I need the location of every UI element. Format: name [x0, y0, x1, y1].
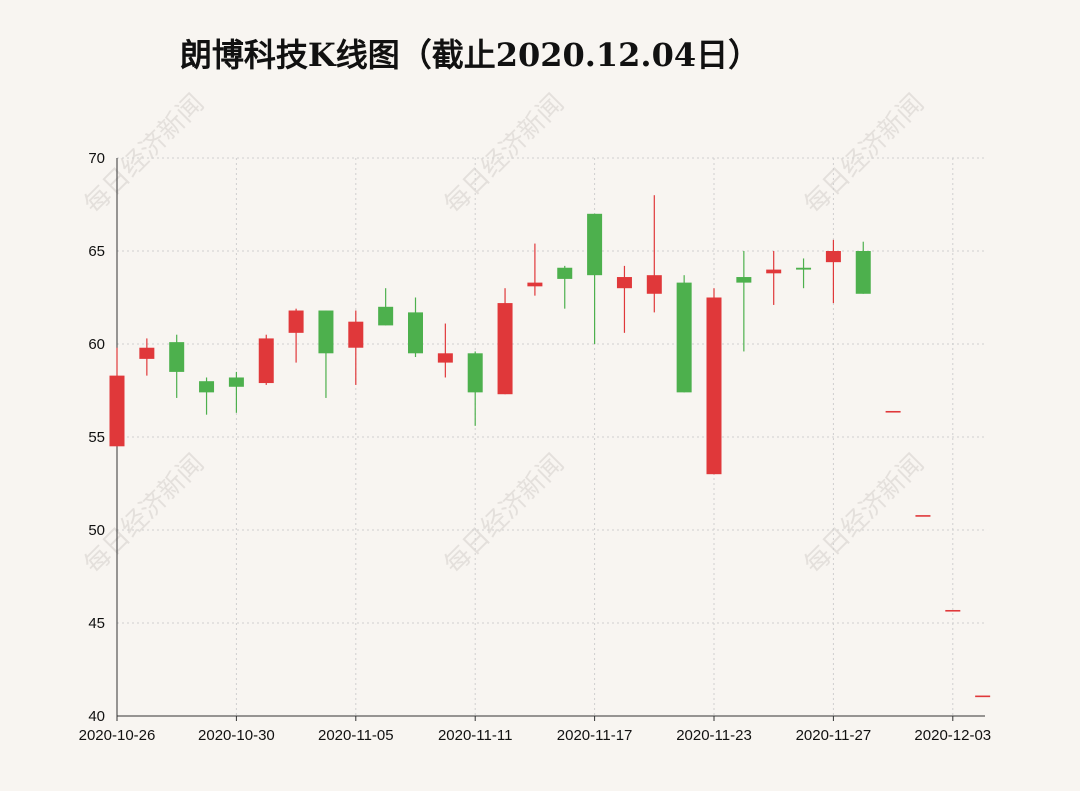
candle-body [587, 213, 603, 276]
candle [587, 213, 603, 344]
candle-body [497, 303, 513, 395]
candle-body [318, 310, 334, 354]
candle-body [228, 377, 244, 387]
candle-body [408, 312, 423, 354]
candle [378, 288, 394, 326]
x-tick-label: 2020-11-17 [557, 727, 633, 744]
x-tick-label: 2020-11-23 [676, 727, 752, 744]
candle [139, 338, 155, 376]
x-tick-label: 2020-10-26 [79, 727, 156, 744]
candle [467, 351, 483, 426]
candle-body [975, 695, 991, 698]
watermark-text: 每日经济新闻 [439, 448, 571, 580]
candle [885, 410, 901, 413]
candle [945, 609, 961, 612]
candle [199, 377, 215, 415]
candle-body [139, 347, 155, 359]
candle-body [736, 277, 752, 283]
candle [258, 334, 274, 385]
candle [915, 515, 931, 517]
candle [736, 251, 752, 352]
candle-body [915, 515, 931, 517]
candle-body [348, 321, 364, 348]
candle-body [557, 267, 573, 279]
candle-body [825, 251, 841, 263]
candle-body [616, 277, 632, 289]
candle [975, 695, 991, 698]
chart-title: 朗博科技K线图（截止2020.12.04日） [179, 36, 761, 74]
candle-body [527, 282, 543, 287]
candle [228, 371, 244, 413]
candle [557, 265, 573, 309]
candle-body [258, 338, 274, 384]
candle-body [199, 381, 215, 393]
candle [616, 265, 632, 333]
candle [109, 347, 125, 447]
candle-body [766, 269, 782, 274]
candle [646, 195, 662, 313]
x-tick-label: 2020-11-05 [318, 727, 394, 744]
candle [766, 251, 782, 305]
watermark-text: 每日经济新闻 [799, 448, 931, 580]
candle [318, 310, 334, 398]
axes-layer: 40 45 50 55 60 65 70 2020-10-26 2020-10-30 2020-1… [79, 150, 992, 744]
y-tick-label: 55 [88, 429, 105, 446]
candle [408, 297, 423, 358]
candle-body [885, 410, 901, 413]
x-tick-label: 2020-12-03 [914, 727, 991, 744]
candle-body [855, 251, 871, 294]
candle [497, 288, 513, 395]
candle-body [706, 297, 722, 475]
candle-body [796, 267, 812, 270]
candle [676, 275, 692, 393]
candle-body [467, 353, 483, 393]
candles-layer [109, 195, 991, 698]
candle [169, 334, 185, 398]
candle [288, 308, 304, 363]
x-tick-label: 2020-11-11 [438, 727, 513, 744]
candle [825, 239, 841, 304]
y-tick-label: 70 [88, 150, 105, 167]
y-tick-label: 45 [88, 615, 105, 632]
candle-body [437, 353, 453, 363]
x-tick-label: 2020-11-27 [796, 727, 872, 744]
y-tick-label: 60 [88, 336, 105, 353]
candle [348, 310, 364, 385]
candle-body [646, 275, 662, 294]
candle-body [676, 282, 692, 393]
x-tick-label: 2020-10-30 [198, 727, 275, 744]
candle [706, 288, 722, 475]
candle [796, 258, 812, 289]
candle [527, 243, 543, 296]
y-tick-label: 50 [88, 522, 105, 539]
grid-layer [117, 157, 985, 716]
candle-body [288, 310, 304, 333]
candle-body [109, 375, 125, 447]
candle [437, 323, 453, 378]
candle-body [945, 609, 961, 612]
candle-body [378, 306, 394, 326]
watermark-text: 每日经济新闻 [799, 88, 931, 220]
watermark-text: 每日经济新闻 [439, 88, 571, 220]
watermark-text: 每日经济新闻 [79, 448, 211, 580]
candle [855, 241, 871, 294]
y-tick-label: 65 [88, 243, 105, 260]
y-tick-label: 40 [88, 708, 105, 725]
candle-body [169, 342, 185, 372]
